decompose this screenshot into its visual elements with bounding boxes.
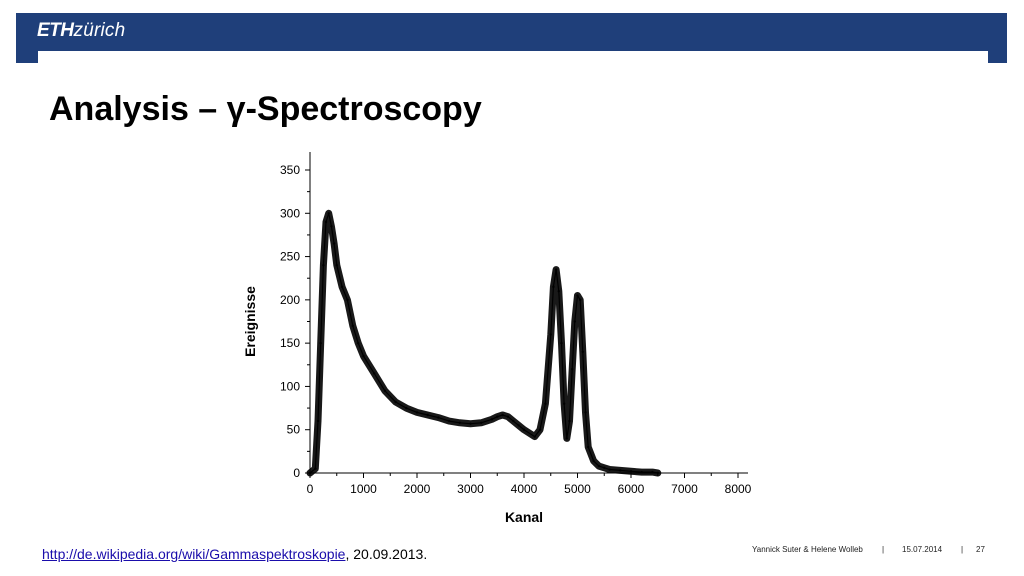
data-point [506,415,510,418]
data-point [335,264,338,267]
data-point [554,268,558,271]
spectrum-chart: 0 1000 2000 3000 4000 5000 6000 7000 8000 0 50 100 1… [242,152,752,525]
footer-separator: | [882,545,885,554]
footer-page-number: 27 [976,545,985,554]
data-point [496,415,499,418]
data-point [437,416,440,419]
data-point [322,264,325,267]
x-tick-label: 2000 [404,482,431,496]
y-axis-label: Ereignisse [242,286,258,357]
footer-date: 15.07.2014 [902,545,943,554]
x-tick-label: 6000 [618,482,645,496]
data-point [578,298,582,302]
data-point [356,341,360,345]
data-point [533,435,536,438]
source-link[interactable]: http://de.wikipedia.org/wiki/Gammaspektr… [42,546,346,562]
data-point [332,242,336,245]
y-tick-label: 200 [280,293,300,307]
data-point [656,471,659,475]
data-point [308,471,312,475]
data-point [608,468,611,471]
data-point [568,419,571,423]
data-point [490,418,494,421]
source-suffix: , 20.09.2013. [345,546,428,562]
data-point [383,389,387,392]
y-tick-label: 50 [287,423,301,437]
data-point [573,320,577,323]
data-point [603,466,606,470]
data-point [346,298,349,302]
series-band [306,209,662,477]
data-point [570,367,574,371]
data-point [426,413,429,417]
footer-authors: Yannick Suter & Helene Wolleb [752,545,863,554]
data-point [373,372,376,375]
data-point [592,459,595,463]
data-point [538,428,542,431]
data-point [581,350,585,353]
data-point [316,419,320,423]
data-point [549,333,552,336]
header-banner [16,13,1007,51]
x-tick-label: 3000 [457,482,484,496]
slide-title: Analysis – γ-Spectroscopy [49,90,482,128]
logo-bold: ETH [37,20,74,41]
data-point [597,464,601,468]
data-point [629,470,633,473]
data-point [584,411,587,414]
data-point [340,285,344,289]
x-tick-label: 8000 [725,482,752,496]
data-point [517,424,520,427]
data-point [562,402,566,405]
y-tick-label: 250 [280,250,300,264]
data-point [458,421,461,424]
data-point [587,445,590,449]
data-point [324,220,328,224]
x-tick-label: 4000 [511,482,538,496]
y-tick-label: 300 [280,206,300,220]
data-point [351,324,354,328]
data-point [522,428,526,431]
eth-logo: ETHzürich [37,20,125,42]
y-tick-label: 100 [280,379,300,393]
data-point [565,437,568,440]
footer-separator: | [961,545,964,554]
data-point [330,225,333,228]
y-tick-label: 0 [293,466,300,480]
series-line [309,212,658,474]
data-point [447,419,451,423]
banner-tab-right [988,51,1007,63]
data-point [480,421,483,424]
data-point [619,469,622,472]
data-point [501,413,504,417]
x-axis-label: Kanal [505,509,543,525]
data-point [651,470,654,474]
data-point [394,400,397,404]
y-tick-label: 350 [280,163,300,177]
data-point [512,419,515,423]
data-point [557,290,560,293]
data-point [560,341,563,345]
data-point [544,402,547,405]
data-point [415,411,419,414]
data-point [469,422,472,425]
data-point [640,470,643,474]
data-point [552,285,555,289]
x-tick-label: 5000 [564,482,591,496]
data-point [362,354,365,358]
data-point [319,341,322,345]
banner-tab-left [16,51,38,63]
x-tick-label: 7000 [671,482,698,496]
data-point [314,467,317,470]
x-tick-label: 1000 [350,482,377,496]
data-point [576,294,579,297]
data-point [405,406,408,410]
data-point [327,212,330,215]
source-citation: http://de.wikipedia.org/wiki/Gammaspektr… [42,546,427,562]
y-tick-label: 150 [280,336,300,350]
x-tick-label: 0 [307,482,314,496]
logo-light: zürich [73,20,126,41]
